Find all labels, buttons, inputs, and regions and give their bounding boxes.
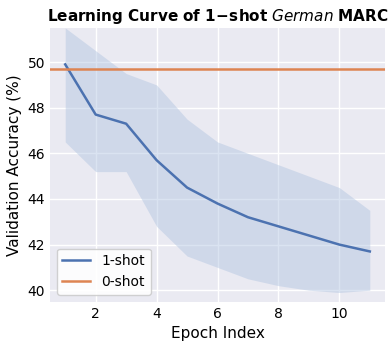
1-shot <box>367 250 372 254</box>
0-shot <box>33 67 37 71</box>
1-shot <box>154 158 159 162</box>
1-shot <box>337 243 342 247</box>
1-shot <box>246 215 250 219</box>
0-shot <box>63 67 67 71</box>
Title: $\bf{Learning\ Curve\ of\ 1\!-\!shot}$ $\it{German}$ $\bf{MARC}$: $\bf{Learning\ Curve\ of\ 1\!-\!shot}$ $… <box>47 7 388 26</box>
1-shot <box>63 62 67 66</box>
Legend: 1-shot, 0-shot: 1-shot, 0-shot <box>57 248 151 295</box>
1-shot <box>185 185 189 190</box>
1-shot <box>124 121 129 126</box>
1-shot <box>93 112 98 117</box>
X-axis label: Epoch Index: Epoch Index <box>171 326 265 341</box>
Y-axis label: Validation Accuracy (%): Validation Accuracy (%) <box>7 74 22 255</box>
1-shot <box>307 234 311 238</box>
1-shot <box>276 224 281 228</box>
1-shot <box>215 201 220 206</box>
Line: 1-shot: 1-shot <box>65 64 370 252</box>
